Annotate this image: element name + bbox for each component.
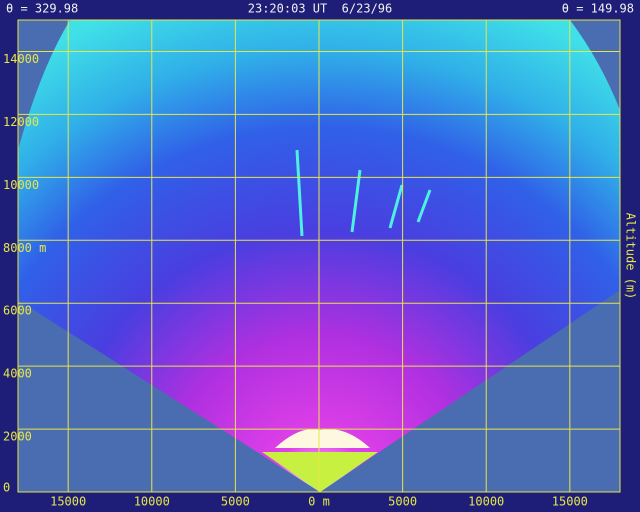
echo-streaks [295,149,432,237]
y-axis-label: Altitude (m) [624,213,638,300]
x-tick-label: 5000 [388,495,417,509]
x-tick-label: 0 m [308,495,330,509]
header-right: θ = 149.98 [562,2,634,16]
x-tick-label: 10000 [468,495,504,509]
x-tick-label: 15000 [50,495,86,509]
y-tick-label: 4000 [3,367,32,381]
header-center: 23:20:03 UT 6/23/96 [248,2,393,16]
y-tick-label: 12000 [3,115,39,129]
y-tick-label: 8000 m [3,241,46,255]
ground-clutter [275,429,370,448]
y-tick-label: 6000 [3,304,32,318]
y-tick-label: 10000 [3,178,39,192]
x-tick-label: 10000 [134,495,170,509]
y-tick-label: 14000 [3,52,39,66]
x-tick-label: 5000 [221,495,250,509]
y-tick-label: 0 [3,481,10,495]
x-tick-label: 15000 [552,495,588,509]
plot-frame [17,19,621,493]
ground-clutter [262,452,378,492]
y-tick-label: 2000 [3,430,32,444]
grid [18,20,620,492]
header-left: θ = 329.98 [6,2,78,16]
